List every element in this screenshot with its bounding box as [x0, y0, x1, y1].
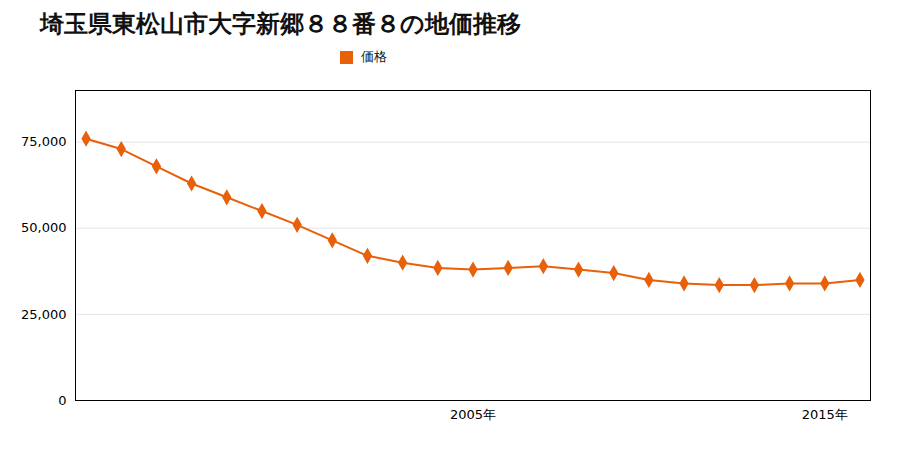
- html-text:価格: 価格: [361, 49, 387, 64]
- svg-text:2015年: 2015年: [802, 407, 848, 422]
- svg-text:75,000: 75,000: [21, 134, 67, 149]
- html-text:埼玉県東松山市大字新郷８８番８の地価推移: 埼玉県東松山市大字新郷８８番８の地価推移: [40, 10, 521, 38]
- svg-text:50,000: 50,000: [21, 220, 67, 235]
- svg-text:2005年: 2005年: [450, 407, 496, 422]
- svg-text:25,000: 25,000: [21, 307, 67, 322]
- svg-text:0: 0: [58, 393, 66, 408]
